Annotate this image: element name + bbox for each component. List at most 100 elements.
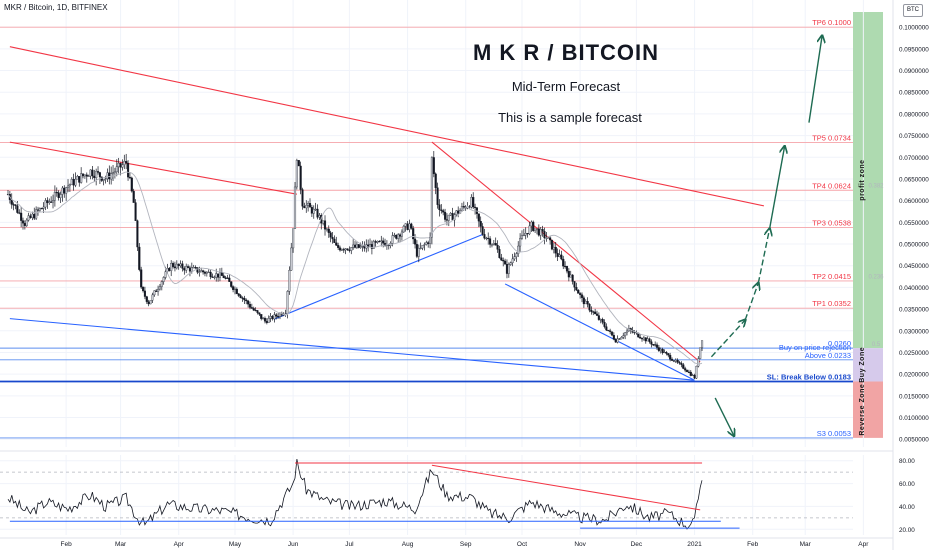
candle-body [57, 192, 60, 198]
candle-body [138, 246, 141, 270]
candle-body [258, 312, 261, 315]
candle-body [391, 235, 394, 244]
candle-body [415, 244, 418, 257]
candle-body [687, 371, 690, 373]
price-tick-label: 0.0150000 [899, 393, 929, 400]
price-tick-label: 0.0350000 [899, 307, 929, 314]
candle-body [143, 290, 146, 297]
candle-body [393, 234, 396, 237]
candle-body [91, 169, 94, 177]
candle-body [21, 220, 25, 224]
candle-body [337, 245, 340, 248]
candle-body [277, 316, 280, 318]
time-tick-label: Aug [402, 541, 414, 548]
candle-body [340, 249, 343, 251]
candle-body [383, 243, 387, 246]
candle-body [80, 173, 83, 183]
candle-body [220, 272, 223, 276]
candle-body [160, 281, 163, 287]
candle-body [346, 248, 349, 251]
candle-body [63, 187, 66, 194]
zone-band [853, 348, 883, 382]
candle-body [519, 238, 522, 247]
candle-body [526, 233, 529, 235]
projection-arrow [808, 36, 822, 123]
candle-body [295, 160, 298, 188]
candle-body [402, 226, 405, 233]
candle-body [610, 331, 614, 336]
candle-body [12, 204, 15, 206]
candle-body [539, 229, 542, 236]
candle-body [196, 267, 199, 273]
time-tick-label: Feb [747, 541, 759, 548]
candle-body [513, 256, 516, 260]
zone-band [853, 12, 883, 349]
candle-body [669, 355, 672, 360]
candle-body [265, 321, 268, 323]
candle-body [78, 176, 81, 183]
candle-body [560, 254, 563, 260]
candle-body [423, 244, 426, 246]
candle-body [650, 341, 653, 345]
candle-body [483, 234, 486, 239]
candle-body [427, 242, 430, 244]
candle-body [235, 288, 238, 294]
candle-body [61, 187, 64, 195]
candle-body [522, 234, 525, 237]
candle-body [490, 244, 494, 246]
candle-body [535, 228, 539, 230]
candle-body [173, 266, 176, 269]
candle-body [616, 338, 619, 343]
buy-note: Buy on price rejection [779, 343, 851, 352]
candle-body [190, 267, 193, 272]
candle-body [622, 335, 625, 338]
candle-body [395, 234, 398, 239]
candle-body [147, 301, 150, 305]
candle-body [624, 332, 627, 336]
candle-body [263, 318, 267, 322]
candle-body [134, 202, 137, 221]
candle-body [571, 274, 574, 282]
candle-body [248, 304, 252, 308]
candle-body [331, 236, 334, 240]
candle-body [595, 313, 599, 316]
candle-body [355, 244, 358, 248]
candle-body [359, 246, 362, 248]
candle-body [290, 247, 293, 271]
trendline-support-3 [9, 318, 695, 381]
candle-body [187, 266, 190, 268]
candle-body [293, 186, 297, 229]
candle-body [245, 299, 248, 302]
candle-body [115, 166, 118, 173]
candle-body [89, 169, 92, 177]
candle-body [592, 311, 595, 313]
candle-body [93, 175, 96, 179]
candle-body [85, 174, 88, 177]
candle-body [250, 307, 253, 309]
candle-body [72, 179, 75, 186]
candle-body [243, 298, 246, 301]
candle-body [374, 241, 377, 243]
candle-body [233, 288, 237, 290]
candle-body [588, 303, 591, 311]
candle-body [667, 353, 670, 356]
candle-body [106, 172, 109, 179]
candle-body [108, 172, 111, 180]
candle-body [125, 161, 128, 164]
osc-trendline [431, 464, 701, 511]
candle-body [382, 240, 385, 244]
candle-body [609, 330, 612, 332]
candle-body [699, 347, 702, 359]
price-tick-label: 0.0700000 [899, 155, 929, 162]
candle-body [398, 234, 402, 237]
price-tick-label: 0.0800000 [899, 111, 929, 118]
candle-body [455, 210, 458, 215]
candle-body [312, 209, 315, 214]
candle-body [684, 368, 687, 371]
currency-badge[interactable]: BTC [903, 4, 923, 17]
candle-body [440, 209, 443, 211]
candle-body [35, 209, 38, 219]
candle-body [172, 263, 175, 267]
candle-body [55, 192, 58, 194]
candle-body [685, 370, 689, 373]
